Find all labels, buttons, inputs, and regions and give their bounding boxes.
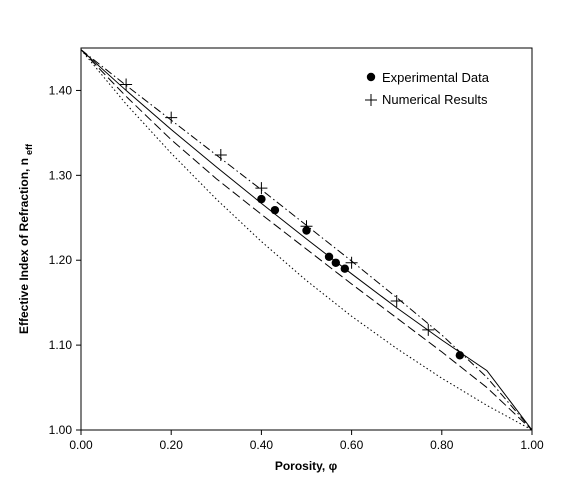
experimental-point-6 [455,351,465,360]
experimental-point-3 [324,252,334,262]
y-tick-label-3: 1.30 [49,168,73,182]
y-axis-title: Effective Index of Refraction, n eff [17,143,34,334]
x-tick-label-3: 0.60 [340,438,364,452]
numerical-point-1 [165,111,178,124]
x-tick-label-2: 0.40 [250,438,274,452]
curve-solid [80,49,533,431]
numerical-point-2 [214,148,227,161]
markers-layer [120,78,465,360]
curve-dashed [80,49,533,431]
y-axis-title-subscript: eff [24,143,34,155]
experimental-point-5 [340,264,350,273]
legend-marker-numerical [365,94,377,106]
y-tick-label-1: 1.10 [49,338,73,352]
x-axis-title: Porosity, φ [275,459,338,473]
experimental-point-0 [257,194,266,204]
numerical-point-5 [345,256,358,269]
legend-label-numerical: Numerical Results [382,92,488,107]
ticks-layer: 0.00 0.20 0.40 0.60 0.80 1.00 1.00 1.10 1.20 1.30… [49,83,544,452]
plot-frame [80,47,533,431]
y-tick-label-0: 1.00 [49,423,73,437]
legend: Experimental Data Numerical Results [365,70,490,107]
y-tick-label-4: 1.40 [49,83,73,97]
x-tick-label-0: 0.00 [69,438,93,452]
numerical-point-3 [255,182,268,195]
legend-label-experimental: Experimental Data [382,70,490,85]
experimental-point-1 [270,205,280,215]
x-tick-label-4: 0.80 [430,438,454,452]
numerical-point-4 [300,220,313,233]
y-tick-label-2: 1.20 [49,253,73,267]
legend-marker-experimental [366,72,376,82]
experimental-point-4 [331,258,341,267]
numerical-point-7 [422,323,435,336]
numerical-point-0 [120,78,133,91]
y-axis-title-main: Effective Index of Refraction, n [17,158,31,334]
numerical-point-6 [390,294,403,307]
x-tick-label-1: 0.20 [160,438,184,452]
x-tick-label-5: 1.00 [520,438,544,452]
